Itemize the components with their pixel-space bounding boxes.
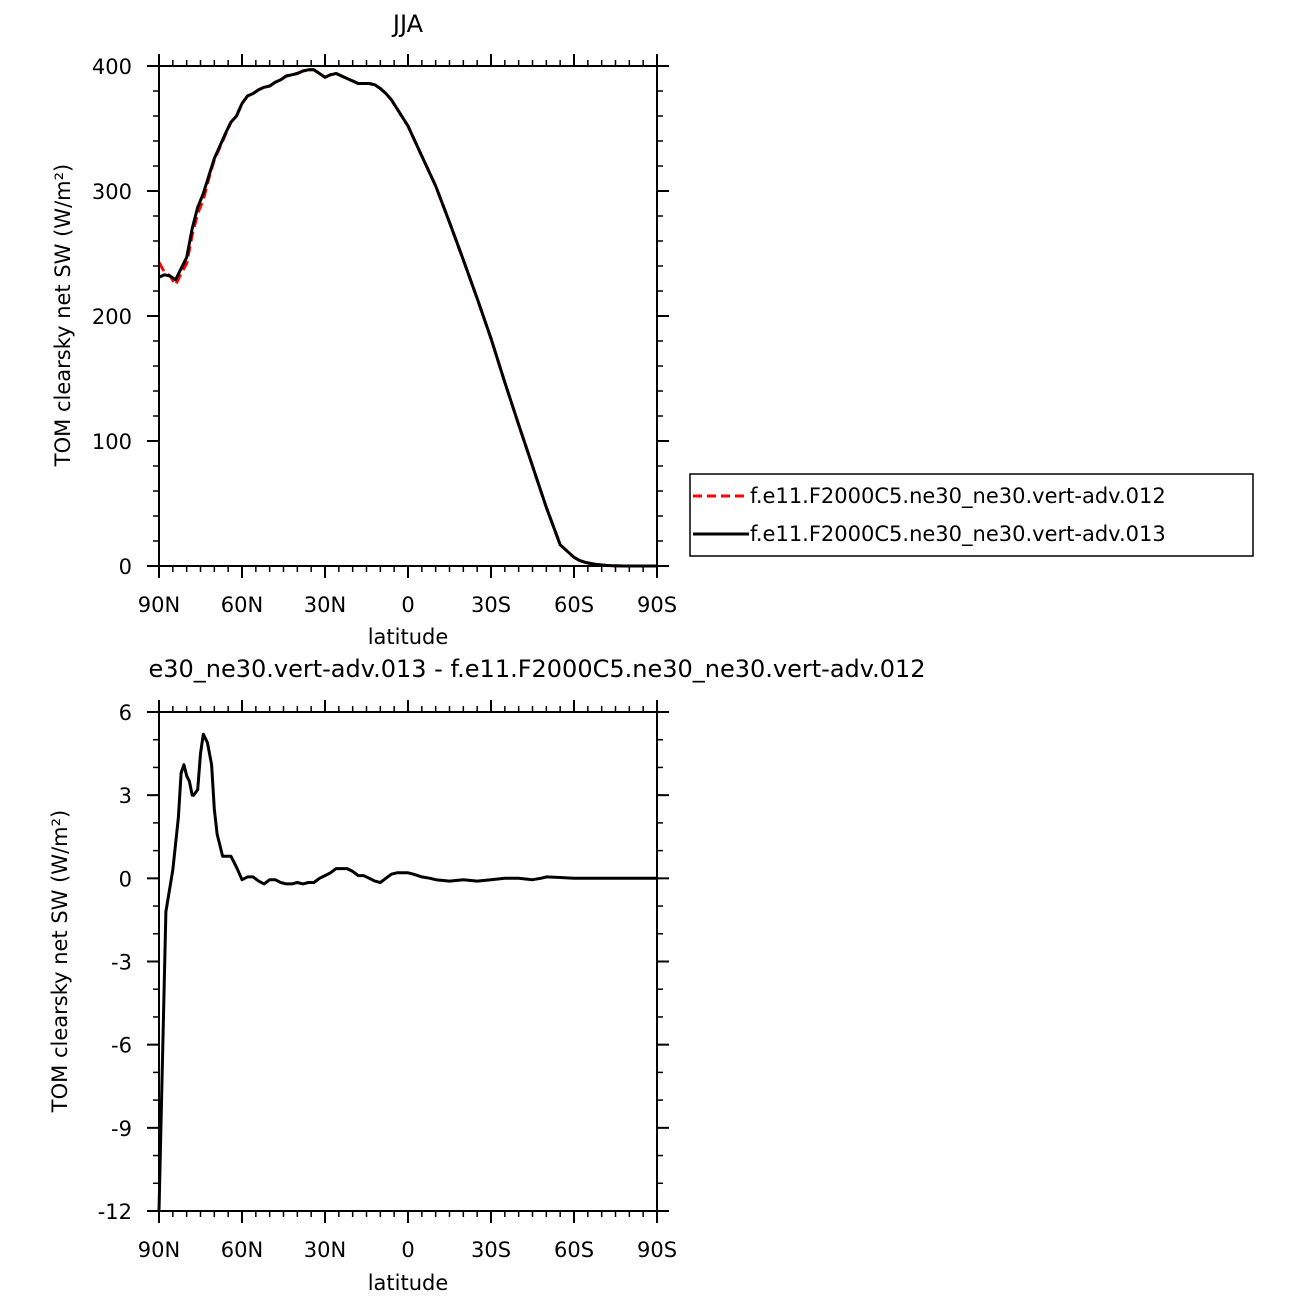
bottom-y-tick-label: -6 bbox=[111, 1034, 132, 1058]
legend-label-series-012: f.e11.F2000C5.ne30_ne30.vert-adv.012 bbox=[750, 484, 1166, 509]
legend-box bbox=[689, 473, 1254, 557]
top-series-line-0 bbox=[157, 68, 657, 568]
bottom-chart-ylabel: TOM clearsky net SW (W/m²) bbox=[48, 810, 72, 1113]
bottom-x-tick-label: 60S bbox=[554, 1238, 594, 1262]
top-plot-area: 90N 60N 30N 0 30S 60S 90S 0 100 200 300 400 bbox=[92, 54, 677, 617]
top-x-tick-label: 0 bbox=[401, 593, 414, 617]
bottom-chart-title: e30_ne30.vert-adv.013 - f.e11.F2000C5.ne… bbox=[148, 655, 925, 683]
bottom-series-line-0 bbox=[157, 732, 657, 1212]
top-y-tick-label: 100 bbox=[92, 430, 132, 454]
bottom-x-tick-label: 90N bbox=[138, 1238, 180, 1262]
bottom-plot-area: 90N 60N 30N 0 30S 60S 90S -12 -9 -6 -3 0 3 6 bbox=[98, 700, 677, 1262]
top-x-tick-label: 90N bbox=[138, 593, 180, 617]
top-x-tick-label: 30N bbox=[304, 593, 346, 617]
bottom-x-tick-label: 60N bbox=[221, 1238, 263, 1262]
bottom-plot-frame bbox=[158, 711, 658, 1212]
top-y-tick-label: 400 bbox=[92, 55, 132, 79]
top-plot-frame bbox=[158, 65, 658, 567]
bottom-y-tick-label: 6 bbox=[119, 701, 132, 725]
bottom-x-tick-label: 30S bbox=[471, 1238, 511, 1262]
bottom-y-tick-label: -3 bbox=[111, 951, 132, 975]
bottom-x-tick-label: 90S bbox=[637, 1238, 677, 1262]
top-x-tick-label: 60S bbox=[554, 593, 594, 617]
top-y-tick-label: 300 bbox=[92, 180, 132, 204]
legend: f.e11.F2000C5.ne30_ne30.vert-adv.012 f.e… bbox=[689, 473, 1254, 557]
top-x-tick-label: 60N bbox=[221, 593, 263, 617]
bottom-y-tick-label: -12 bbox=[98, 1200, 132, 1224]
top-chart-xlabel: latitude bbox=[368, 625, 449, 649]
bottom-x-tick-label: 0 bbox=[401, 1238, 414, 1262]
top-x-tick-label: 90S bbox=[637, 593, 677, 617]
top-y-tick-label: 200 bbox=[92, 305, 132, 329]
bottom-x-tick-label: 30N bbox=[304, 1238, 346, 1262]
top-x-tick-label: 30S bbox=[471, 593, 511, 617]
top-series-line-1 bbox=[158, 68, 657, 568]
top-chart-ylabel: TOM clearsky net SW (W/m²) bbox=[51, 164, 75, 467]
bottom-y-tick-label: 0 bbox=[119, 867, 132, 891]
bottom-y-tick-label: -9 bbox=[111, 1117, 132, 1141]
top-chart-title: JJA bbox=[391, 10, 424, 38]
bottom-y-tick-label: 3 bbox=[119, 784, 132, 808]
top-y-tick-label: 0 bbox=[119, 555, 132, 579]
bottom-chart-xlabel: latitude bbox=[368, 1271, 449, 1295]
legend-label-series-013: f.e11.F2000C5.ne30_ne30.vert-adv.013 bbox=[750, 522, 1166, 547]
